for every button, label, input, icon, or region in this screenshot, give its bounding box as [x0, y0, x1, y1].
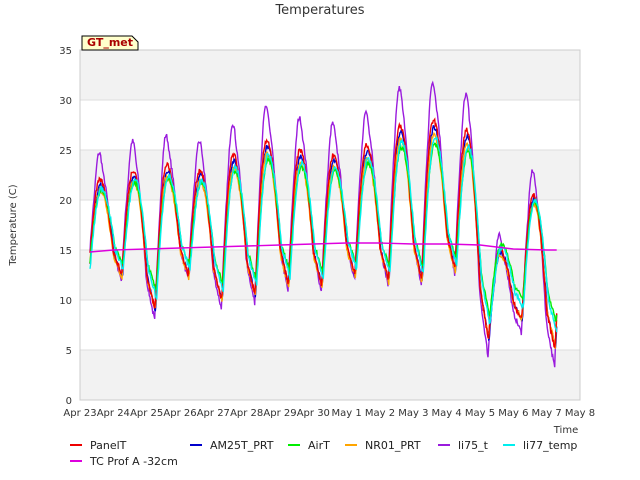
x-tick-label: May 6 [498, 408, 528, 419]
gt-met-badge: GT_met [81, 35, 139, 51]
legend-label: NR01_PRT [365, 439, 421, 452]
y-axis-label: Temperature (C) [8, 184, 19, 266]
x-axis-label: Time [553, 425, 578, 436]
x-tick-label: May 5 [465, 408, 495, 419]
y-tick-label: 35 [59, 46, 72, 57]
x-tick-label: May 2 [365, 408, 395, 419]
x-tick-label: Apr 23 [63, 408, 96, 419]
x-tick-label: Apr 28 [230, 408, 263, 419]
series-line-li77-temp [89, 135, 558, 333]
gridlines [80, 49, 580, 401]
series-line-tc-prof-a-32cm [89, 242, 557, 253]
x-tick-label: May 1 [332, 408, 362, 419]
plot-area-frame [79, 49, 581, 401]
background-bands [80, 50, 580, 400]
x-tick-label: May 8 [565, 408, 595, 419]
legend: PanelT AM25T_PRT AirT NR01_PRT li75_t li77_te… [70, 439, 577, 468]
y-tick-label: 25 [59, 146, 72, 157]
legend-label: PanelT [90, 439, 127, 452]
band-30-35 [80, 50, 580, 100]
y-tick-label: 30 [59, 96, 72, 107]
series-lines [89, 80, 558, 368]
series-line-panelt [89, 117, 558, 349]
y-tick-label: 20 [59, 196, 72, 207]
legend-label: AM25T_PRT [210, 439, 274, 452]
x-tick-label: Apr 25 [130, 408, 163, 419]
band-0-5 [80, 350, 580, 400]
y-tick-label: 5 [66, 346, 72, 357]
x-tick-label: Apr 27 [197, 408, 230, 419]
x-tick-label: Apr 26 [163, 408, 196, 419]
x-tick-label: May 4 [432, 408, 462, 419]
x-tick-label: Apr 29 [263, 408, 296, 419]
x-tick-label: May 7 [532, 408, 562, 419]
x-axis-ticks: Apr 23 Apr 24 Apr 25 Apr 26 Apr 27 Apr 28 Apr … [63, 408, 595, 419]
legend-label: li75_t [458, 439, 489, 452]
y-tick-label: 0 [66, 396, 72, 407]
x-tick-label: Apr 30 [297, 408, 330, 419]
legend-label: li77_temp [523, 439, 577, 452]
chart-title: Temperatures [274, 3, 364, 18]
y-axis-ticks: 0 5 10 15 20 25 30 35 [59, 46, 72, 407]
y-tick-label: 10 [59, 296, 72, 307]
x-tick-label: Apr 24 [97, 408, 130, 419]
legend-label: AirT [308, 439, 330, 452]
gt-met-badge-label: GT_met [87, 36, 133, 49]
y-tick-label: 15 [59, 246, 72, 257]
x-tick-label: May 3 [398, 408, 428, 419]
legend-label: TC Prof A -32cm [89, 455, 178, 468]
